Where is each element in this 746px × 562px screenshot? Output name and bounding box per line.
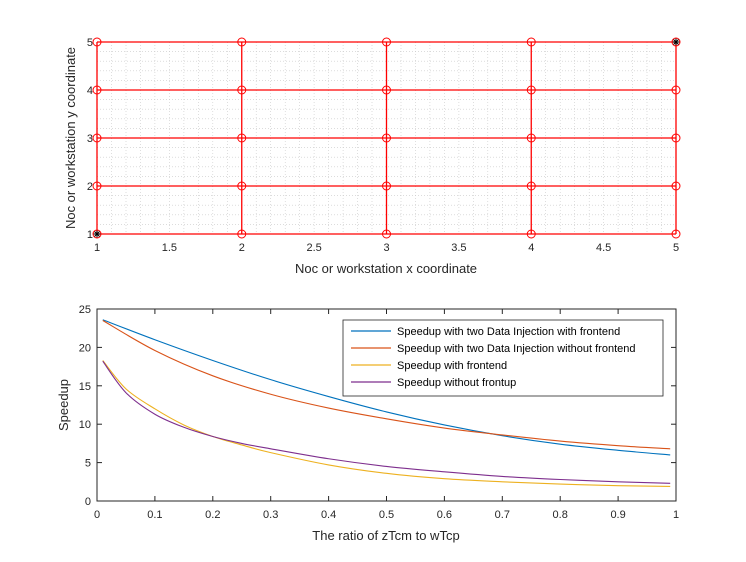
speedup-series [102, 319, 671, 487]
speedup-series-line-3 [102, 360, 671, 487]
mesh-node-marker [671, 85, 681, 95]
mesh-node-marker [526, 85, 536, 95]
mesh-y-axis-label: Noc or workstation y coordinate [63, 47, 78, 229]
mesh-x-tick-label: 1 [94, 242, 100, 254]
mesh-node-marker [237, 229, 247, 239]
mesh-node-marker [382, 229, 391, 239]
speedup-y-tick-label: 15 [79, 381, 91, 393]
mesh-y-ticks: 1 2 3 4 5 [87, 37, 93, 241]
mesh-x-tick-label: 4 [528, 242, 534, 254]
speedup-series-line-1 [102, 319, 671, 456]
speedup-x-tick-label: 0.8 [553, 509, 568, 521]
mesh-x-tick-label: 1.5 [162, 242, 177, 254]
mesh-x-tick-label: 5 [673, 242, 679, 254]
speedup-y-tick-label: 5 [85, 458, 91, 470]
speedup-x-tick-label: 0.7 [495, 509, 510, 521]
speedup-y-ticks: 0 5 10 15 20 25 [79, 304, 676, 508]
mesh-node-marker [671, 229, 681, 239]
mesh-node-marker [526, 229, 536, 239]
mesh-node-marker [92, 133, 102, 143]
speedup-legend: Speedup with two Data Injection with fro… [342, 319, 664, 397]
special-node-marker [673, 39, 679, 45]
speedup-y-tick-label: 0 [85, 496, 91, 508]
mesh-y-tick-label: 4 [87, 85, 93, 97]
mesh-node-marker [382, 37, 391, 47]
speedup-x-tick-label: 0.5 [379, 509, 394, 521]
mesh-y-tick-label: 3 [87, 133, 93, 145]
mesh-node-marker [526, 37, 536, 47]
speedup-y-tick-label: 20 [79, 342, 91, 354]
legend-box [342, 319, 664, 397]
speedup-series-line-4 [102, 360, 671, 484]
legend-entry-label: Speedup with two Data Injection without … [397, 343, 635, 355]
speedup-y-axis-label: Speedup [56, 379, 71, 431]
speedup-chart: 0 0.1 0.2 0.3 0.4 0.5 0.6 0.7 0.8 0.9 1 0 5 10 15 20 25… [56, 304, 679, 543]
speedup-x-tick-label: 0.2 [205, 509, 220, 521]
speedup-y-tick-label: 10 [79, 419, 91, 431]
legend-entry-label: Speedup without frontup [397, 377, 516, 389]
mesh-node-marker [671, 181, 681, 191]
speedup-x-tick-label: 0.1 [147, 509, 162, 521]
speedup-x-axis-label: The ratio of zTcm to wTcp [312, 528, 459, 543]
mesh-node-marker [92, 181, 102, 191]
mesh-node-marker [92, 229, 102, 239]
speedup-x-tick-label: 0 [94, 509, 100, 521]
mesh-x-tick-label: 4.5 [596, 242, 611, 254]
mesh-node-marker [382, 133, 391, 143]
speedup-y-tick-label: 25 [79, 304, 91, 316]
mesh-x-axis-label: Noc or workstation x coordinate [295, 261, 477, 276]
speedup-series-line-2 [102, 320, 671, 450]
mesh-x-tick-label: 2 [239, 242, 245, 254]
mesh-node-marker [92, 37, 102, 47]
mesh-node-marker [671, 37, 681, 47]
mesh-y-tick-label: 2 [87, 181, 93, 193]
mesh-node-marker [237, 85, 247, 95]
mesh-node-marker [671, 133, 681, 143]
mesh-node-marker [382, 85, 391, 95]
legend-entry-label: Speedup with two Data Injection with fro… [397, 326, 620, 338]
mesh-y-tick-label: 5 [87, 37, 93, 49]
mesh-links [96, 41, 677, 235]
speedup-x-tick-label: 0.4 [321, 509, 336, 521]
special-node-marker [94, 231, 100, 237]
mesh-nodes [92, 37, 681, 239]
mesh-x-tick-label: 2.5 [306, 242, 321, 254]
mesh-y-tick-label: 1 [87, 229, 93, 241]
speedup-x-ticks: 0 0.1 0.2 0.3 0.4 0.5 0.6 0.7 0.8 0.9 1 [94, 309, 679, 521]
speedup-x-tick-label: 0.9 [610, 509, 625, 521]
mesh-node-marker [382, 181, 391, 191]
speedup-x-tick-label: 1 [673, 509, 679, 521]
mesh-chart: 1 1.5 2 2.5 3 3.5 4 4.5 5 1 2 3 4 5 Noc or workstati… [63, 37, 681, 276]
mesh-node-marker [526, 181, 536, 191]
mesh-x-tick-label: 3 [383, 242, 389, 254]
mesh-node-marker [237, 37, 247, 47]
mesh-node-marker [526, 133, 536, 143]
mesh-node-marker [237, 133, 247, 143]
mesh-x-ticks: 1 1.5 2 2.5 3 3.5 4 4.5 5 [94, 242, 679, 254]
speedup-x-tick-label: 0.6 [437, 509, 452, 521]
mesh-node-marker [237, 181, 247, 191]
legend-entry-label: Speedup with frontend [397, 360, 507, 372]
mesh-node-marker [92, 85, 102, 95]
speedup-x-tick-label: 0.3 [263, 509, 278, 521]
mesh-x-tick-label: 3.5 [451, 242, 466, 254]
